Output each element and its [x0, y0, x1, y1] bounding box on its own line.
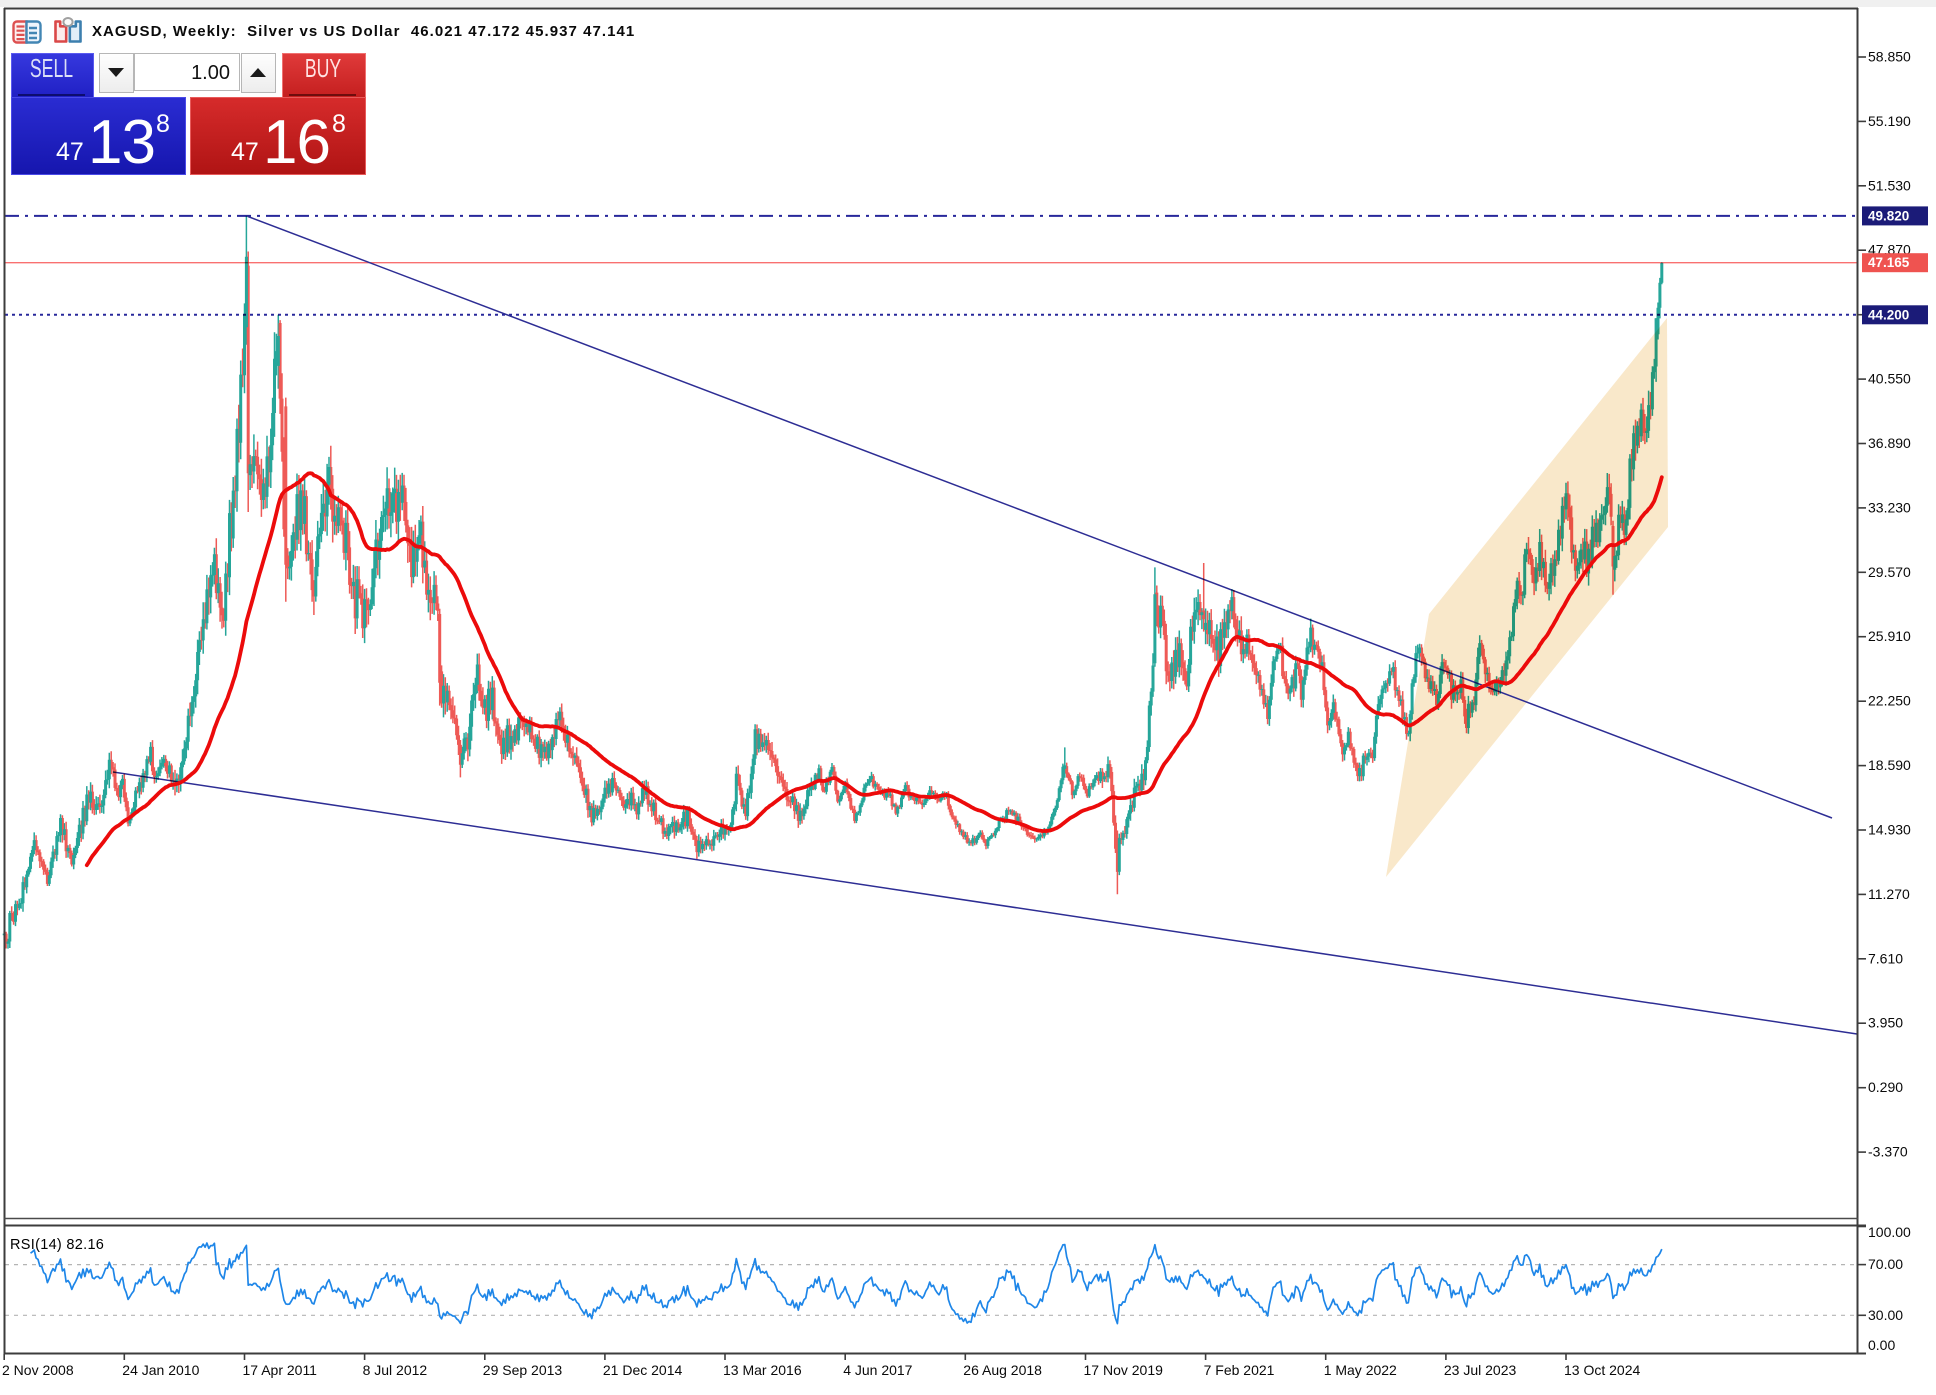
svg-text:51.530: 51.530: [1868, 177, 1911, 193]
svg-text:17 Nov 2019: 17 Nov 2019: [1084, 1362, 1164, 1378]
svg-text:49.820: 49.820: [1868, 208, 1909, 223]
svg-text:29 Sep 2013: 29 Sep 2013: [483, 1362, 563, 1378]
svg-text:22.250: 22.250: [1868, 693, 1911, 709]
svg-text:7 Feb 2021: 7 Feb 2021: [1204, 1362, 1275, 1378]
svg-text:13 Mar 2016: 13 Mar 2016: [723, 1362, 802, 1378]
svg-text:33.230: 33.230: [1868, 499, 1911, 515]
svg-text:18.590: 18.590: [1868, 757, 1911, 773]
svg-text:40.550: 40.550: [1868, 371, 1911, 387]
svg-text:1 May 2022: 1 May 2022: [1324, 1362, 1397, 1378]
svg-text:13 Oct 2024: 13 Oct 2024: [1564, 1362, 1640, 1378]
svg-text:47.165: 47.165: [1868, 255, 1910, 270]
svg-text:7.610: 7.610: [1868, 950, 1903, 966]
svg-text:11.270: 11.270: [1868, 886, 1910, 902]
svg-text:24 Jan 2010: 24 Jan 2010: [122, 1362, 199, 1378]
svg-text:26 Aug 2018: 26 Aug 2018: [963, 1362, 1042, 1378]
svg-text:30.00: 30.00: [1868, 1307, 1903, 1323]
svg-text:8 Jul 2012: 8 Jul 2012: [363, 1362, 428, 1378]
svg-text:17 Apr 2011: 17 Apr 2011: [243, 1362, 318, 1378]
svg-text:2 Nov 2008: 2 Nov 2008: [2, 1362, 74, 1378]
svg-text:58.850: 58.850: [1868, 49, 1911, 65]
svg-text:23 Jul 2023: 23 Jul 2023: [1444, 1362, 1517, 1378]
svg-text:100.00: 100.00: [1868, 1224, 1911, 1240]
svg-text:0.00: 0.00: [1868, 1337, 1895, 1353]
svg-text:14.930: 14.930: [1868, 822, 1911, 838]
svg-text:RSI(14) 82.16: RSI(14) 82.16: [10, 1237, 104, 1253]
svg-text:3.950: 3.950: [1868, 1015, 1903, 1031]
svg-text:29.570: 29.570: [1868, 564, 1911, 580]
svg-text:55.190: 55.190: [1868, 113, 1911, 129]
svg-text:36.890: 36.890: [1868, 435, 1911, 451]
svg-text:4 Jun 2017: 4 Jun 2017: [843, 1362, 912, 1378]
svg-text:70.00: 70.00: [1868, 1256, 1903, 1272]
svg-text:21 Dec 2014: 21 Dec 2014: [603, 1362, 683, 1378]
svg-text:-3.370: -3.370: [1868, 1144, 1908, 1160]
svg-text:0.290: 0.290: [1868, 1079, 1903, 1095]
svg-text:44.200: 44.200: [1868, 307, 1909, 322]
svg-text:25.910: 25.910: [1868, 628, 1911, 644]
